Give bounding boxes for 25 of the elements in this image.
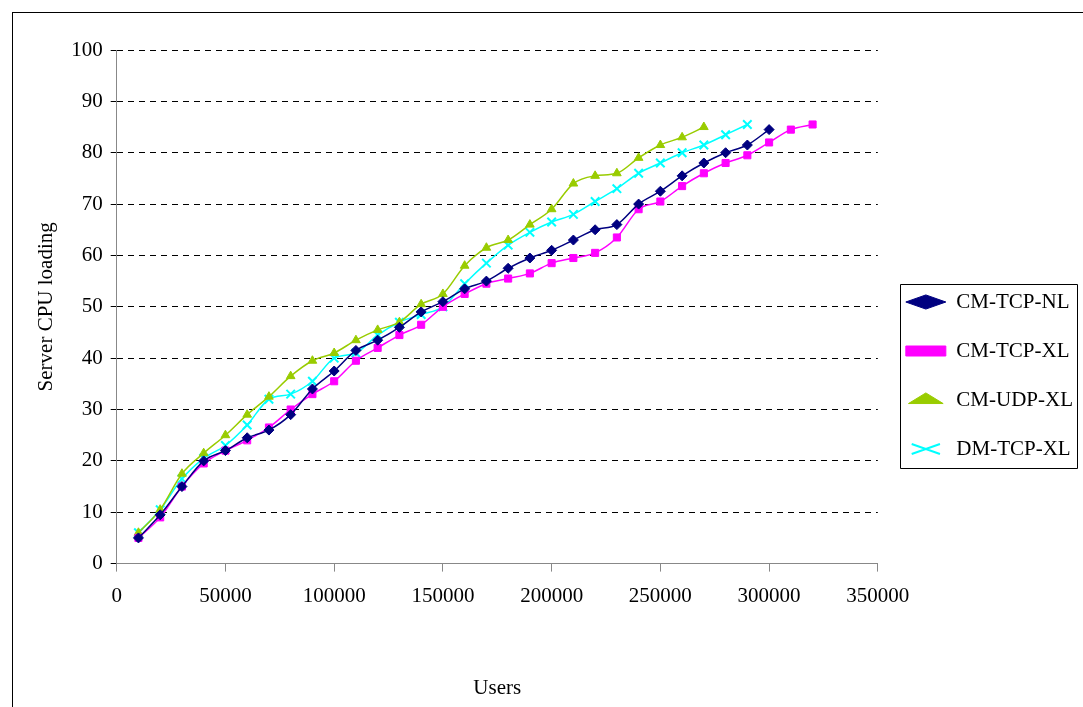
legend-label: CM-TCP-XL: [956, 337, 1070, 362]
x-tick-label: 300000: [737, 582, 801, 607]
y-tick-label: 70: [81, 190, 103, 215]
x-tick-label: 100000: [302, 582, 366, 607]
y-tick-label: 30: [81, 396, 103, 421]
legend-label: DM-TCP-XL: [956, 435, 1071, 460]
x-tick-label: 200000: [520, 582, 584, 607]
x-tick-label: 350000: [846, 582, 910, 607]
y-tick-label: 80: [81, 139, 103, 164]
x-tick-label: 150000: [411, 582, 475, 607]
y-tick-label: 10: [81, 498, 103, 523]
x-tick-label: 50000: [199, 582, 252, 607]
x-tick-label: 0: [111, 582, 122, 607]
y-tick-label: 20: [81, 447, 103, 472]
x-tick-label: 250000: [628, 582, 692, 607]
y-axis-title: Server CPU loading: [33, 221, 58, 392]
x-axis-title: Users: [473, 674, 522, 699]
y-tick-label: 60: [81, 241, 103, 266]
legend-label: CM-TCP-NL: [956, 288, 1070, 313]
legend-label: CM-UDP-XL: [956, 386, 1073, 411]
y-tick-label: 40: [81, 344, 103, 369]
y-tick-label: 50: [81, 293, 103, 318]
y-tick-label: 0: [92, 550, 103, 575]
y-tick-label: 100: [71, 36, 103, 61]
y-tick-label: 90: [81, 87, 103, 112]
